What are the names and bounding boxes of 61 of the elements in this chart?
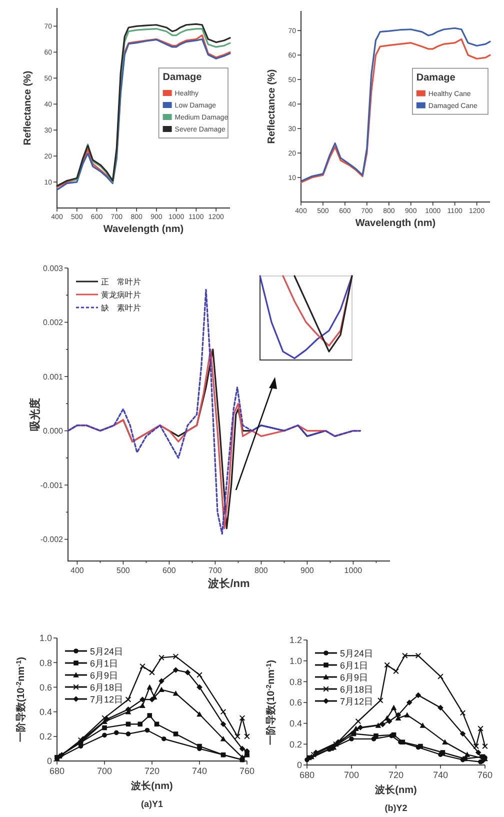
legend-label: 7月12日 — [90, 694, 124, 705]
y-tick-label: 0 — [46, 756, 52, 766]
legend-label: 缺 素叶片 — [101, 304, 141, 313]
legend-title: Damage — [162, 72, 202, 83]
x-tick-label: 720 — [144, 766, 160, 776]
legend-label: 6月1日 — [340, 660, 368, 671]
x-tick-label: 700 — [208, 566, 222, 575]
x-tick-label: 680 — [299, 770, 315, 780]
x-axis-title: Wavelength (nm) — [103, 224, 184, 235]
x-tick-label: 760 — [477, 770, 493, 780]
y-tick-label: 0.2 — [289, 739, 302, 750]
text: (a)Y1 — [140, 799, 164, 809]
y-tick-label: 0.8 — [289, 676, 302, 687]
x-tick-label: 700 — [344, 770, 360, 780]
legend-label: 6月9日 — [340, 672, 368, 683]
y-tick-label: 0 — [296, 760, 302, 770]
y-tick-label: 0.001 — [42, 372, 64, 382]
y-tick-label: 0.4 — [39, 706, 52, 717]
legend-label: 黄龙病叶片 — [101, 290, 141, 300]
y-axis-title: Reflectance (%) — [266, 69, 278, 144]
y-tick-label: 0.002 — [42, 318, 64, 328]
x-tick-label: 1000 — [344, 566, 363, 575]
legend-label: 6月18日 — [340, 684, 374, 695]
legend-label: 6月18日 — [90, 682, 124, 693]
x-tick-label: 500 — [116, 566, 130, 575]
y-tick-label: -0.002 — [40, 535, 64, 544]
y-axis-title: Reflectance (%) — [22, 70, 34, 146]
y-tick-label: 1.2 — [289, 635, 302, 646]
legend-label: 6月1日 — [90, 658, 118, 669]
x-tick-label: 800 — [254, 566, 268, 575]
x-axis-title: 波长/nm — [207, 577, 250, 590]
legend-title: Damage — [416, 72, 456, 84]
x-tick-label: 720 — [388, 770, 404, 780]
x-tick-label: 400 — [70, 566, 84, 575]
legend-label: 5月24日 — [340, 648, 374, 659]
y-tick-label: 0.8 — [39, 658, 52, 668]
y-tick-label: 1.0 — [289, 656, 302, 666]
x-tick-label: 760 — [239, 766, 255, 776]
y-tick-label: -0.001 — [40, 480, 64, 490]
x-tick-label: 600 — [162, 566, 176, 575]
x-axis-title: 波长(nm) — [374, 784, 417, 796]
y-tick-label: 1.0 — [39, 633, 52, 644]
x-tick-label: 740 — [432, 770, 448, 780]
legend-label: 6月9日 — [90, 670, 118, 681]
x-axis-title: Wavelength (nm) — [355, 218, 436, 229]
y-tick-label: 0.6 — [39, 682, 52, 692]
legend-label: 7月12日 — [340, 696, 374, 707]
legend-label: 正 常叶片 — [101, 278, 141, 287]
y-tick-label: 0.000 — [42, 426, 64, 436]
x-tick-label: 680 — [49, 766, 65, 776]
y-tick-label: 0.4 — [289, 718, 302, 728]
y-axis-title: 吸光度 — [28, 398, 42, 431]
y-tick-label: 0.6 — [289, 698, 302, 708]
y-tick-label: 0.2 — [39, 732, 52, 742]
x-tick-label: 900 — [300, 566, 314, 575]
x-tick-label: 740 — [192, 766, 208, 776]
x-tick-label: 700 — [96, 766, 112, 776]
text: (b)Y2 — [384, 803, 408, 813]
legend-label: 5月24日 — [90, 646, 124, 657]
x-axis-title: 波长(nm) — [130, 780, 173, 792]
y-tick-label: 0.003 — [42, 264, 64, 273]
